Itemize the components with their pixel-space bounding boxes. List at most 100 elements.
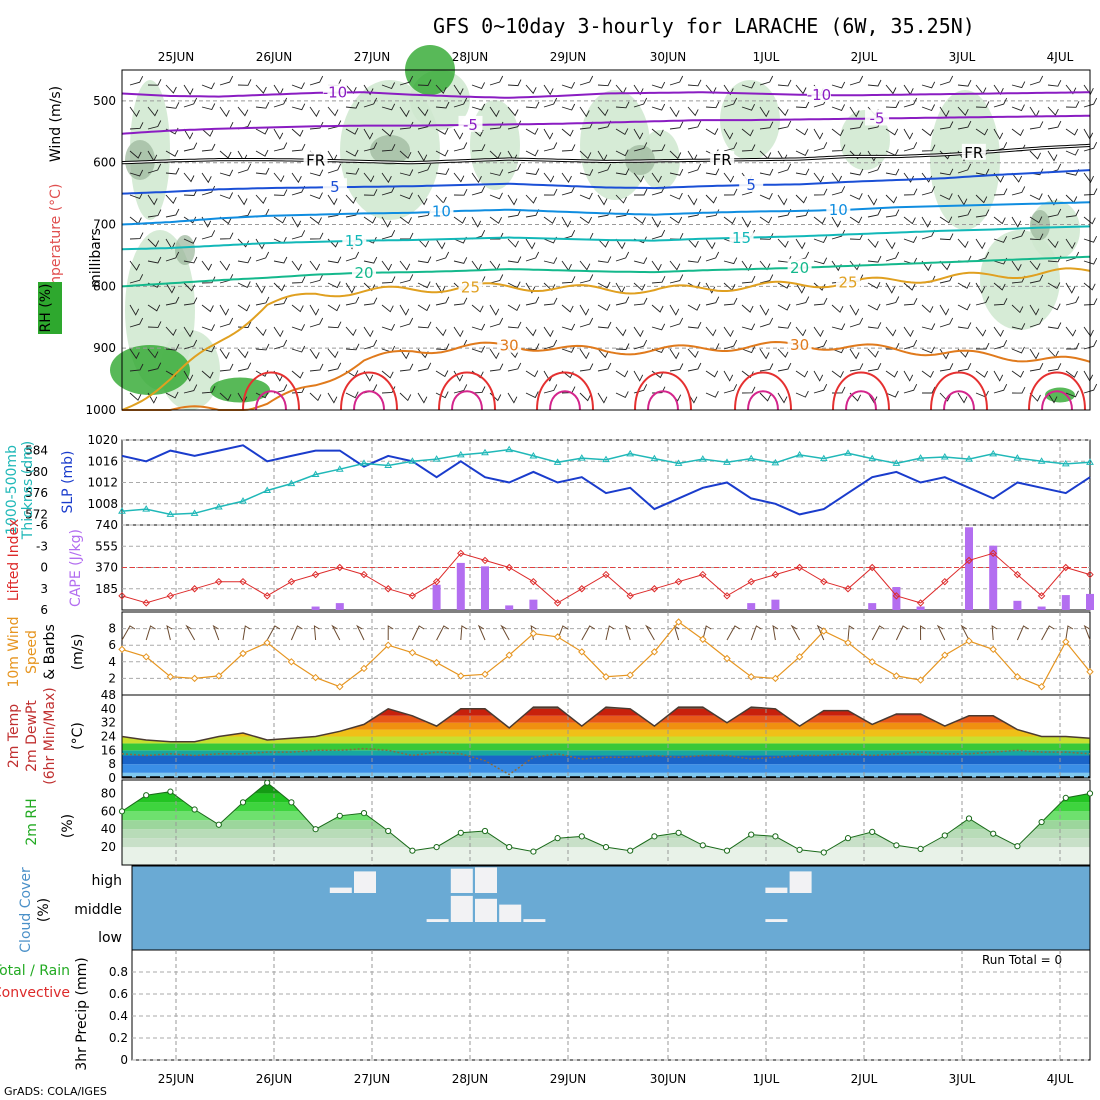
wind-barb: [525, 128, 539, 135]
wind-barb: [741, 386, 756, 394]
wind-barb: [813, 257, 828, 265]
wind-barb: [417, 150, 428, 162]
wind-barb: [471, 103, 486, 111]
wind-barb: [489, 392, 502, 402]
wind-barb: [255, 84, 267, 94]
rh-point: [627, 847, 634, 854]
wind-barb: [129, 274, 144, 284]
wind-barb: [1083, 97, 1098, 108]
thickness-point: [989, 449, 998, 457]
wind10m-axis-label-2: Speed: [24, 630, 40, 674]
cape-lifted-index-panel: 185 370 555 740 -6 -3 0 3 6 Lifted Index CAPE (J/k…: [6, 518, 1094, 617]
contour-label: -10: [807, 86, 832, 104]
wind-barb: [741, 128, 754, 137]
wind-barb: [633, 282, 646, 291]
wind-speed-point: [408, 648, 417, 657]
wind-barb: [525, 149, 539, 157]
wind-barb: [885, 84, 897, 95]
wind-barb: [597, 348, 609, 359]
wind-barb: [939, 363, 954, 372]
wind-barb: [183, 297, 198, 306]
wind-barb: [435, 251, 450, 262]
wind-barb-10m: [702, 625, 712, 641]
contour-label-bg: [865, 109, 890, 126]
wind-barb: [831, 370, 844, 378]
rh-point: [675, 829, 682, 836]
wind-barb: [291, 216, 302, 228]
wind-barb: [363, 339, 378, 350]
wind-barb: [309, 232, 324, 240]
lifted-index-point: [190, 585, 199, 593]
top-date-label: 30JUN: [650, 50, 687, 64]
wind-barb: [1065, 238, 1076, 250]
wind-barb: [255, 343, 270, 351]
wind-barb: [777, 106, 789, 117]
wind-barb: [993, 128, 1004, 140]
wind-barb: [237, 106, 249, 117]
li-tick-label: 6: [40, 603, 48, 617]
wind-barb: [435, 101, 450, 109]
wind-barb-10m: [816, 624, 825, 641]
wind-barb: [399, 121, 414, 130]
run-total-label: Run Total = 0: [982, 953, 1062, 967]
wind-barb: [219, 75, 234, 86]
wind-barb: [345, 296, 360, 306]
pressure-tick-label: 600: [93, 156, 116, 170]
wind-barb: [345, 149, 359, 157]
wind-barb: [831, 144, 846, 152]
wind-barb: [255, 194, 267, 204]
wind-barb: [507, 163, 522, 174]
wind-speed-point: [868, 658, 876, 666]
wind-barb: [291, 230, 306, 240]
wind-speed-point: [916, 676, 925, 684]
wind-barb: [813, 383, 828, 394]
wind-barb: [741, 103, 756, 111]
wind-barb: [849, 233, 864, 240]
wind-axis-label: Wind (m/s): [48, 86, 64, 162]
wind-barb: [759, 348, 770, 360]
lifted-index-point: [263, 592, 271, 600]
thickness-line: [121, 448, 1091, 516]
lifted-index-point: [941, 577, 949, 586]
wind-barb: [165, 84, 177, 94]
wind-barb: [129, 304, 140, 316]
wind-barb: [615, 370, 629, 378]
slp-tick-label: 1020: [87, 433, 118, 447]
wind-barb: [237, 281, 251, 288]
lifted-index-point: [287, 577, 296, 586]
wind-barb: [831, 186, 846, 196]
wind-barb: [795, 149, 809, 156]
wind-barb: [597, 256, 612, 263]
wind-barb: [399, 363, 414, 372]
wind-barb: [903, 188, 918, 196]
thickness-point: [432, 455, 441, 462]
precip-tick-label: 0: [120, 1053, 128, 1067]
thickness-point: [505, 445, 514, 453]
thickness-point: [1086, 458, 1094, 465]
pressure-tick-label: 800: [93, 279, 116, 293]
wind-barb: [219, 363, 234, 372]
wind-barb: [849, 304, 860, 316]
wind-barb: [957, 238, 969, 249]
top-date-label: 27JUN: [354, 50, 391, 64]
wind-barb: [435, 326, 447, 337]
wind-barb: [453, 84, 464, 96]
wind-barb: [705, 194, 718, 204]
wind-barb: [1065, 101, 1080, 108]
wind-barb: [273, 326, 284, 338]
wind-barb: [309, 75, 324, 86]
wind-barb: [201, 172, 212, 184]
temp-tick-label: 8: [108, 757, 116, 771]
contour-label-bg: [352, 263, 376, 280]
wind-speed-point: [432, 658, 441, 667]
wind-barb: [1011, 229, 1026, 240]
wind-barb: [885, 282, 896, 294]
rh-point: [530, 848, 537, 855]
wind-barb: [183, 128, 194, 140]
wind-speed-point: [287, 658, 296, 666]
temp-tick-label: 16: [101, 743, 116, 757]
wind-barb: [507, 256, 522, 263]
cloud-block-middle: [450, 895, 473, 922]
contour-label: -5: [463, 116, 478, 134]
thickness-point: [698, 455, 707, 462]
